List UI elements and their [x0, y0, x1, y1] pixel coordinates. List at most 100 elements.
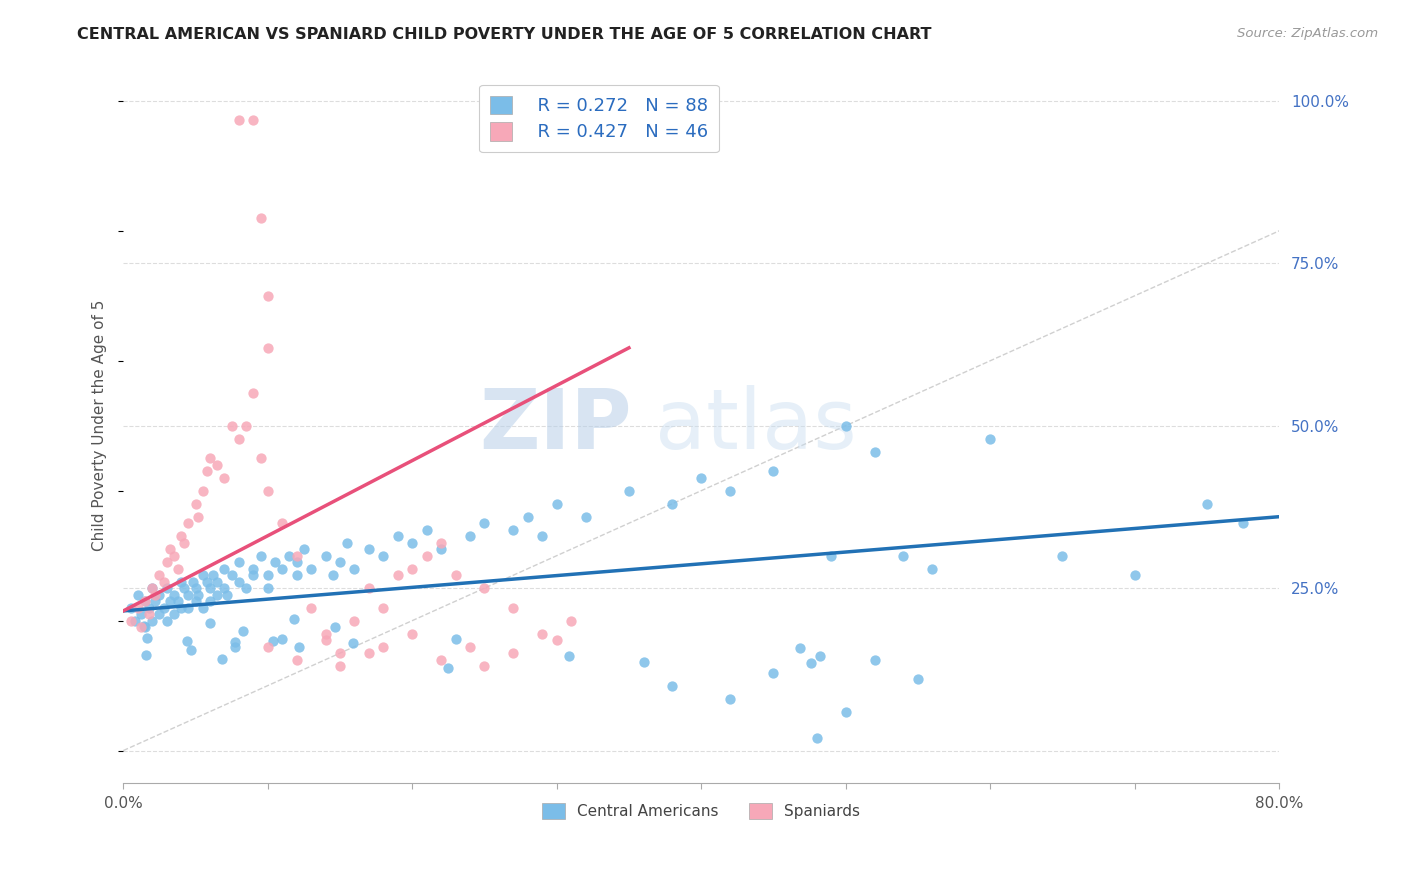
Spaniards	[235, 418, 257, 433]
Central Americans	[820, 549, 842, 563]
Central Americans	[574, 509, 596, 524]
Central Americans	[342, 636, 364, 650]
Spaniards	[271, 516, 294, 531]
Central Americans	[292, 542, 315, 557]
Central Americans	[1052, 549, 1074, 563]
Spaniards	[170, 529, 193, 543]
Legend: Central Americans, Spaniards: Central Americans, Spaniards	[536, 797, 866, 825]
Central Americans	[810, 648, 832, 663]
Spaniards	[401, 626, 423, 640]
Spaniards	[256, 289, 278, 303]
Central Americans	[1123, 568, 1146, 582]
Central Americans	[446, 632, 468, 646]
Central Americans	[180, 642, 202, 657]
Central Americans	[143, 594, 166, 608]
Central Americans	[228, 574, 250, 589]
Central Americans	[177, 588, 200, 602]
Central Americans	[235, 581, 257, 595]
Spaniards	[173, 535, 195, 549]
Central Americans	[184, 594, 207, 608]
Central Americans	[224, 635, 246, 649]
Spaniards	[256, 483, 278, 498]
Central Americans	[191, 600, 214, 615]
Central Americans	[863, 652, 886, 666]
Central Americans	[224, 640, 246, 654]
Spaniards	[148, 568, 170, 582]
Central Americans	[163, 607, 186, 622]
Spaniards	[156, 555, 179, 569]
Spaniards	[430, 652, 453, 666]
Spaniards	[120, 614, 142, 628]
Central Americans	[458, 529, 481, 543]
Central Americans	[502, 523, 524, 537]
Spaniards	[299, 600, 322, 615]
Central Americans	[156, 581, 179, 595]
Central Americans	[921, 562, 943, 576]
Central Americans	[285, 568, 308, 582]
Spaniards	[315, 626, 337, 640]
Central Americans	[329, 555, 352, 569]
Central Americans	[177, 600, 200, 615]
Text: ZIP: ZIP	[479, 385, 631, 467]
Central Americans	[170, 574, 193, 589]
Spaniards	[198, 451, 221, 466]
Central Americans	[205, 574, 228, 589]
Central Americans	[159, 594, 181, 608]
Spaniards	[474, 659, 496, 673]
Central Americans	[430, 542, 453, 557]
Central Americans	[195, 574, 218, 589]
Central Americans	[134, 620, 156, 634]
Central Americans	[633, 655, 655, 669]
Central Americans	[135, 648, 157, 663]
Central Americans	[141, 614, 163, 628]
Central Americans	[191, 568, 214, 582]
Spaniards	[474, 581, 496, 595]
Central Americans	[415, 523, 437, 537]
Central Americans	[256, 581, 278, 595]
Central Americans	[152, 600, 174, 615]
Central Americans	[271, 562, 294, 576]
Central Americans	[800, 656, 823, 670]
Central Americans	[322, 568, 344, 582]
Central Americans	[315, 549, 337, 563]
Spaniards	[560, 614, 582, 628]
Spaniards	[531, 626, 554, 640]
Central Americans	[249, 549, 271, 563]
Central Americans	[718, 483, 741, 498]
Central Americans	[214, 581, 236, 595]
Central Americans	[264, 555, 287, 569]
Central Americans	[546, 497, 568, 511]
Spaniards	[205, 458, 228, 472]
Spaniards	[184, 497, 207, 511]
Spaniards	[256, 341, 278, 355]
Spaniards	[546, 633, 568, 648]
Central Americans	[135, 631, 157, 645]
Spaniards	[256, 640, 278, 654]
Spaniards	[134, 594, 156, 608]
Central Americans	[762, 464, 785, 478]
Spaniards	[401, 562, 423, 576]
Spaniards	[177, 516, 200, 531]
Central Americans	[325, 620, 347, 634]
Central Americans	[228, 555, 250, 569]
Central Americans	[124, 614, 146, 628]
Spaniards	[167, 562, 190, 576]
Central Americans	[232, 624, 254, 639]
Central Americans	[214, 562, 236, 576]
Spaniards	[249, 451, 271, 466]
Central Americans	[617, 483, 640, 498]
Central Americans	[834, 418, 856, 433]
Central Americans	[148, 588, 170, 602]
Spaniards	[415, 549, 437, 563]
Spaniards	[343, 614, 366, 628]
Spaniards	[502, 600, 524, 615]
Spaniards	[214, 471, 236, 485]
Central Americans	[217, 588, 239, 602]
Central Americans	[661, 497, 683, 511]
Central Americans	[474, 516, 496, 531]
Spaniards	[285, 652, 308, 666]
Central Americans	[271, 632, 294, 646]
Spaniards	[152, 574, 174, 589]
Central Americans	[176, 633, 198, 648]
Central Americans	[1232, 516, 1254, 531]
